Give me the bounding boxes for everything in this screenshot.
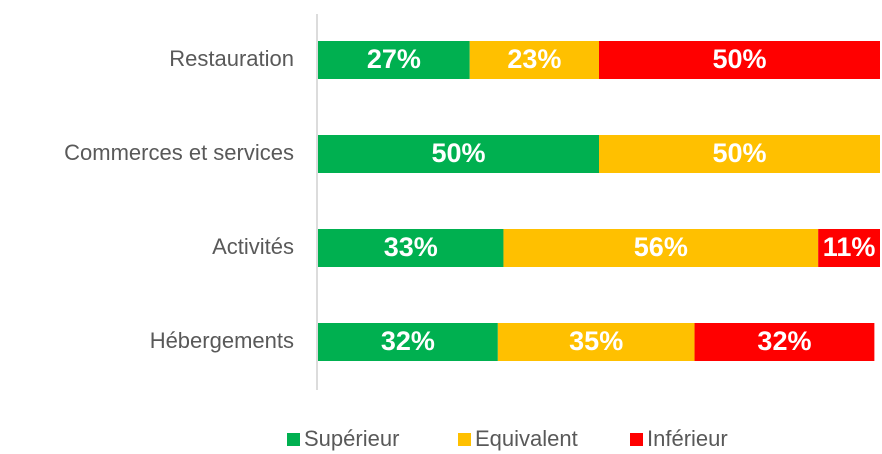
bar-segment	[818, 229, 880, 267]
bar-segment	[318, 229, 504, 267]
value-label: 23%	[507, 44, 561, 74]
value-label: 50%	[431, 138, 485, 168]
value-label: 32%	[381, 326, 435, 356]
legend-label: Equivalent	[475, 426, 578, 451]
legend-swatch	[630, 433, 643, 446]
value-label: 33%	[384, 232, 438, 262]
category-label: Commerces et services	[64, 140, 294, 165]
category-label: Activités	[212, 234, 294, 259]
legend-swatch	[287, 433, 300, 446]
bar-segment	[318, 135, 599, 173]
value-label: 56%	[634, 232, 688, 262]
bar-segment	[599, 41, 880, 79]
category-label: Restauration	[169, 46, 294, 71]
bar-segment	[503, 229, 819, 267]
value-label: 35%	[569, 326, 623, 356]
value-label: 50%	[712, 44, 766, 74]
legend-label: Inférieur	[647, 426, 728, 451]
legend-label: Supérieur	[304, 426, 399, 451]
bar-segment	[318, 41, 470, 79]
value-label: 32%	[757, 326, 811, 356]
bar-segment	[469, 41, 599, 79]
bar-segment	[497, 323, 695, 361]
bar-segment	[599, 135, 880, 173]
legend-swatch	[458, 433, 471, 446]
bar-segment	[694, 323, 875, 361]
value-label: 50%	[712, 138, 766, 168]
bar-segment	[318, 323, 498, 361]
value-label: 27%	[367, 44, 421, 74]
value-label: 11%	[823, 232, 876, 262]
category-label: Hébergements	[150, 328, 294, 353]
